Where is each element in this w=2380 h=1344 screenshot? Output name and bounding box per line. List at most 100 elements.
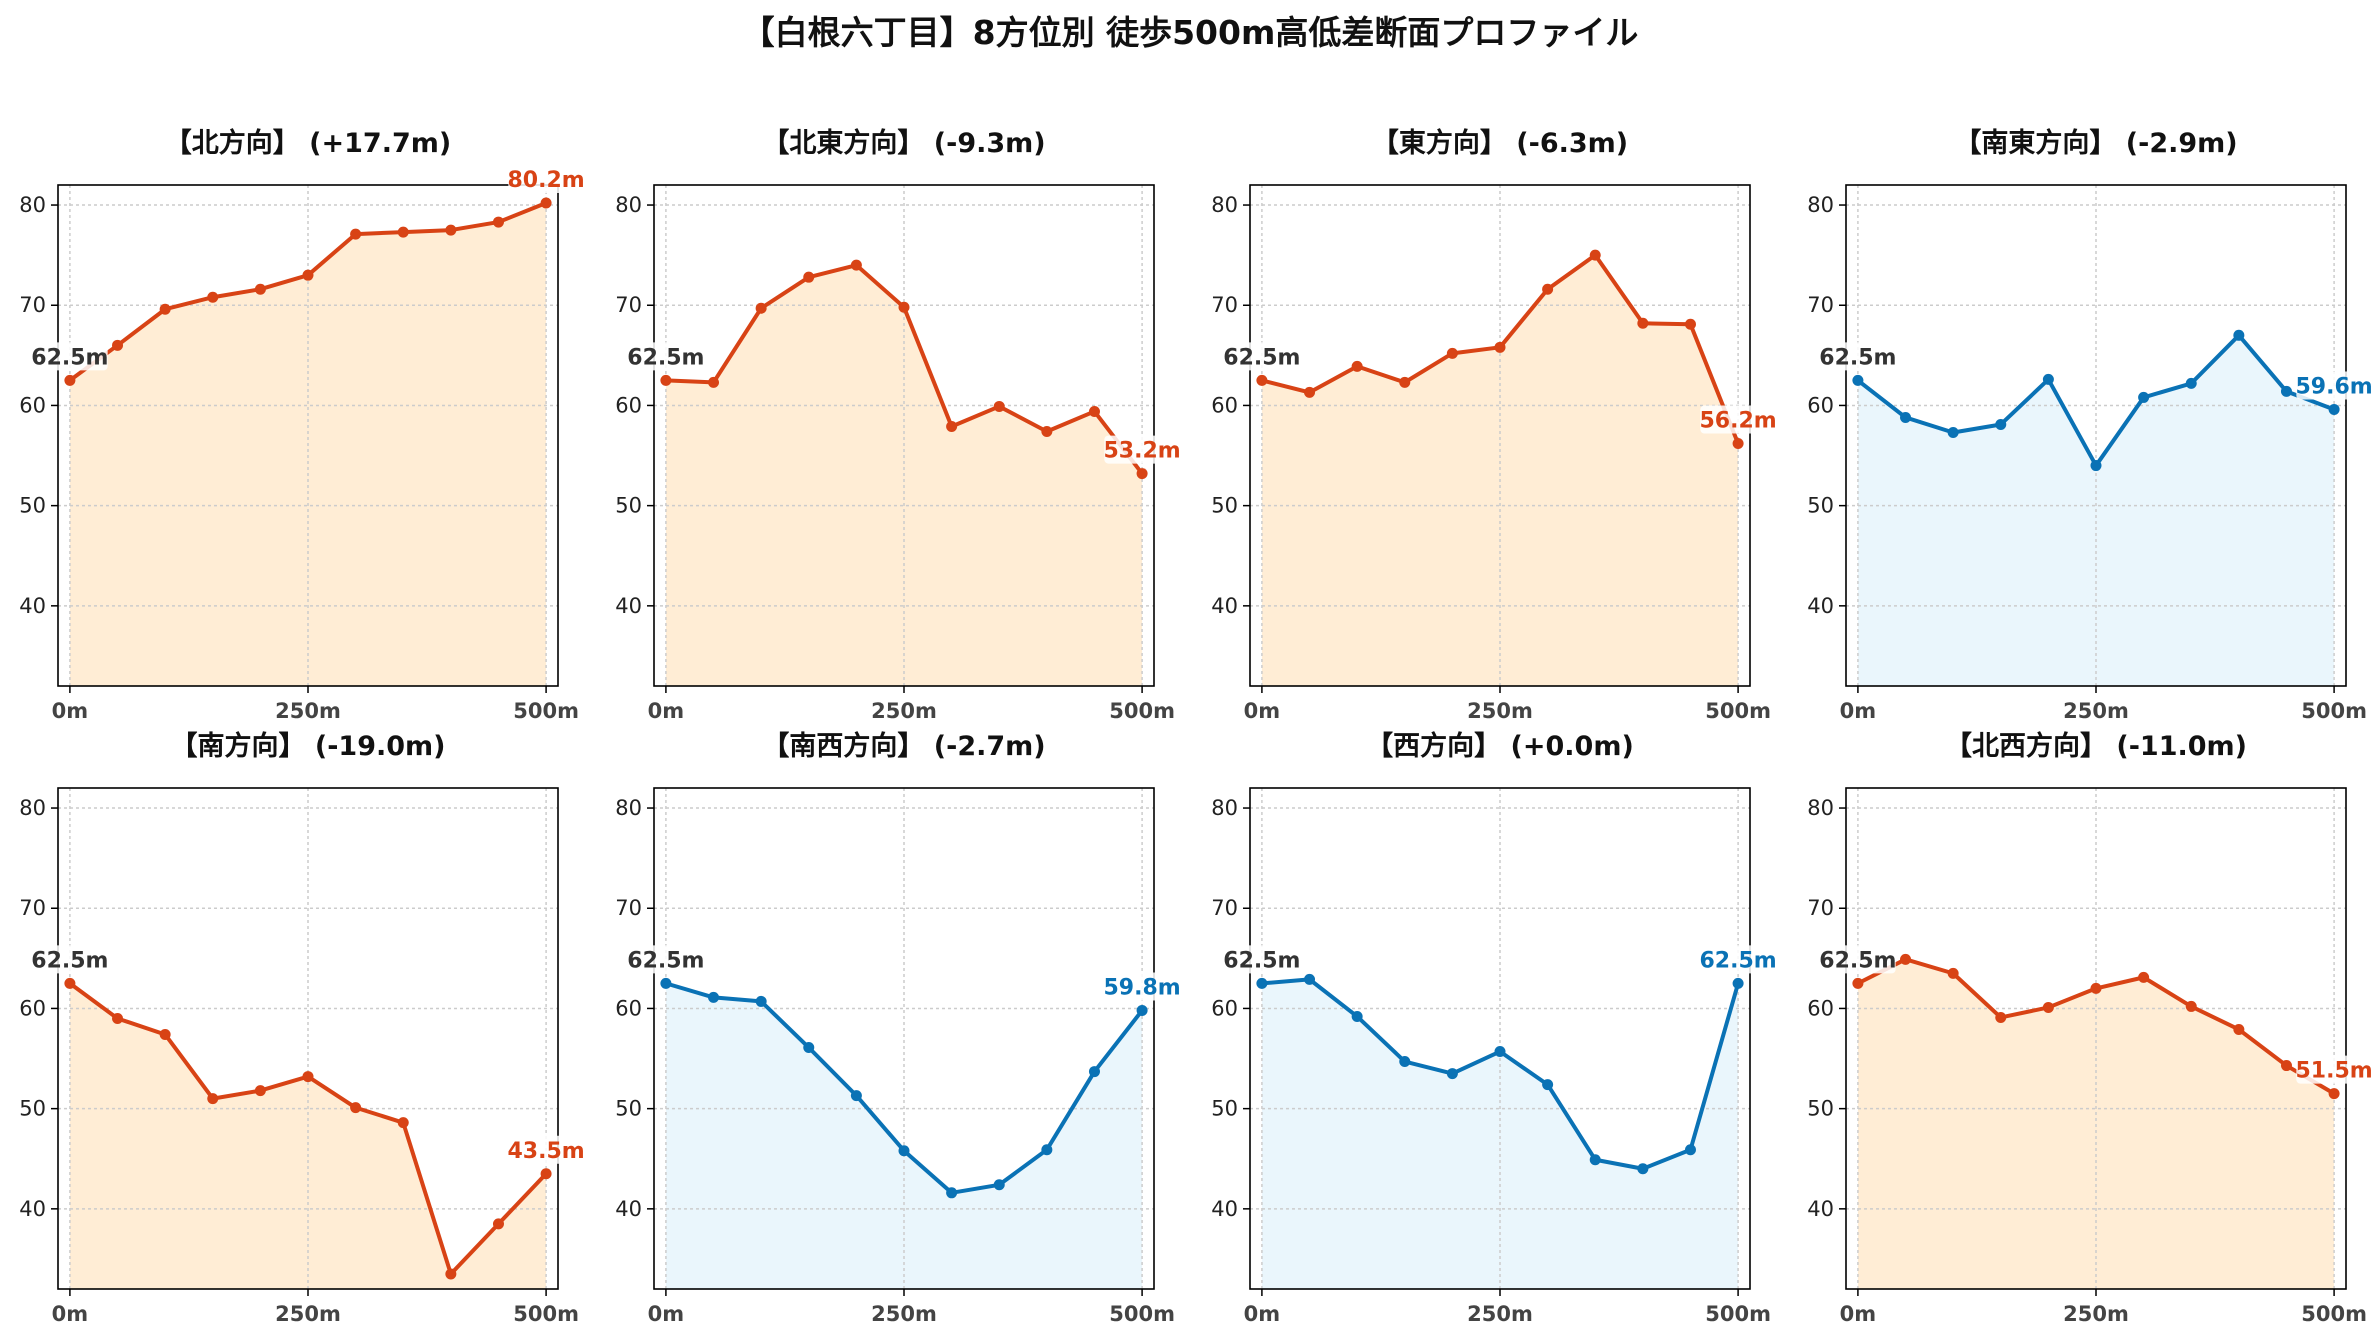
data-point: [397, 1117, 409, 1129]
data-point: [993, 1179, 1005, 1191]
y-tick-label: 60: [1807, 393, 1834, 417]
data-point: [350, 1102, 362, 1114]
panel-title: 【北西方向】 (-11.0m): [1945, 730, 2247, 762]
data-point: [708, 376, 720, 388]
y-tick-label: 60: [19, 393, 46, 417]
y-tick-label: 40: [19, 594, 46, 618]
x-tick-label: 250m: [1467, 1302, 1533, 1326]
data-point: [540, 197, 552, 209]
y-tick-label: 80: [1211, 796, 1238, 820]
y-tick-label: 70: [19, 293, 46, 317]
y-tick-label: 50: [1211, 1097, 1238, 1121]
data-point: [1304, 973, 1316, 985]
data-point: [1684, 318, 1696, 330]
data-point: [2233, 1023, 2245, 1035]
start-label: 62.5m: [31, 345, 108, 370]
x-tick-label: 250m: [275, 699, 341, 723]
data-point: [1136, 468, 1148, 480]
data-point: [159, 1028, 171, 1040]
start-label-bg: [1820, 342, 1896, 371]
y-tick-label: 50: [19, 1097, 46, 1121]
data-point: [207, 291, 219, 303]
data-point: [112, 339, 124, 351]
y-tick-label: 50: [615, 1097, 642, 1121]
end-label: 53.2m: [1103, 439, 1180, 464]
data-point: [254, 1085, 266, 1097]
data-point: [64, 977, 76, 989]
x-tick-label: 500m: [513, 699, 579, 723]
start-label: 62.5m: [1223, 948, 1300, 973]
y-tick-label: 40: [1807, 1197, 1834, 1221]
area-fill: [1261, 255, 1739, 686]
panel-7: 40 50 60 70 80 0m 250m 500m 【北西方向】 (-11.0m) 62.5m…: [1807, 730, 2372, 1326]
end-label: 59.6m: [2295, 374, 2372, 399]
data-point: [492, 216, 504, 228]
y-tick-label: 80: [1211, 193, 1238, 217]
data-point: [445, 1268, 457, 1280]
start-label: 62.5m: [1819, 345, 1896, 370]
x-tick-label: 500m: [1705, 1302, 1771, 1326]
panel-title: 【北東方向】 (-9.3m): [762, 127, 1045, 159]
data-point: [1494, 341, 1506, 353]
panel-title: 【南東方向】 (-2.9m): [1954, 127, 2237, 159]
panel-5: 40 50 60 70 80 0m 250m 500m 【南西方向】 (-2.7m) 62.5m 5…: [615, 730, 1180, 1326]
panel-1: 40 50 60 70 80 0m 250m 500m 【北東方向】 (-9.3m) 62.5m 5…: [615, 127, 1180, 723]
y-tick-label: 70: [1211, 293, 1238, 317]
data-point: [1852, 977, 1864, 989]
data-point: [302, 1071, 314, 1083]
x-tick-label: 0m: [1840, 1302, 1877, 1326]
y-tick-label: 50: [1807, 1097, 1834, 1121]
x-tick-label: 250m: [2063, 699, 2129, 723]
y-tick-label: 70: [615, 293, 642, 317]
data-point: [2280, 1060, 2292, 1072]
data-point: [898, 1145, 910, 1157]
data-point: [1947, 967, 1959, 979]
panel-0: 40 50 60 70 80 0m 250m 500m 【北方向】 (+17.7m) 62.5m 8…: [19, 127, 584, 723]
y-tick-label: 40: [19, 1197, 46, 1221]
data-point: [850, 259, 862, 271]
y-tick-label: 60: [615, 393, 642, 417]
data-point: [1542, 283, 1554, 295]
end-label: 62.5m: [1699, 948, 1776, 973]
data-point: [1304, 386, 1316, 398]
data-point: [302, 269, 314, 281]
data-point: [1995, 1011, 2007, 1023]
data-point: [1446, 347, 1458, 359]
data-point: [946, 420, 958, 432]
panel-title: 【北方向】 (+17.7m): [165, 127, 451, 159]
data-point: [2042, 1001, 2054, 1013]
end-label-bg: [1104, 972, 1180, 1001]
start-label: 62.5m: [31, 948, 108, 973]
x-tick-label: 0m: [1244, 699, 1281, 723]
data-point: [1256, 374, 1268, 386]
data-point: [2090, 460, 2102, 472]
data-point: [1852, 374, 1864, 386]
data-point: [993, 400, 1005, 412]
data-point: [850, 1090, 862, 1102]
end-label: 59.8m: [1103, 975, 1180, 1000]
y-tick-label: 50: [1807, 494, 1834, 518]
data-point: [2090, 982, 2102, 994]
y-tick-label: 60: [1211, 393, 1238, 417]
data-point: [2185, 1000, 2197, 1012]
data-point: [1947, 426, 1959, 438]
data-point: [1351, 360, 1363, 372]
data-point: [2280, 385, 2292, 397]
start-label-bg: [1224, 342, 1300, 371]
data-point: [1088, 405, 1100, 417]
data-point: [207, 1093, 219, 1105]
x-tick-label: 500m: [1109, 1302, 1175, 1326]
data-point: [492, 1218, 504, 1230]
y-tick-label: 40: [1211, 1197, 1238, 1221]
end-label-bg: [2296, 371, 2372, 400]
panel-4: 40 50 60 70 80 0m 250m 500m 【南方向】 (-19.0m) 62.5m 4…: [19, 730, 584, 1326]
end-label-bg: [2296, 1055, 2372, 1084]
data-point: [1494, 1046, 1506, 1058]
y-tick-label: 40: [1807, 594, 1834, 618]
start-label-bg: [1224, 945, 1300, 974]
data-point: [2328, 403, 2340, 415]
data-point: [1589, 1154, 1601, 1166]
start-label-bg: [628, 342, 704, 371]
